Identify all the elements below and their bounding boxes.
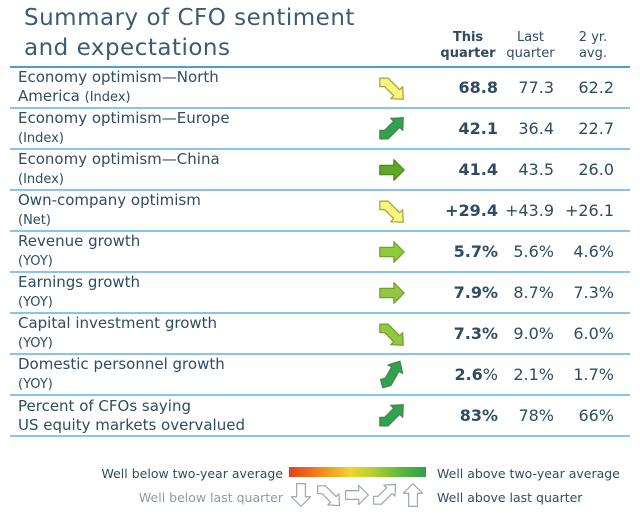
page-title: Summary of CFO sentiment and expectation… xyxy=(24,3,355,63)
row-label: Capital investment growth (YOY) xyxy=(18,314,218,351)
two-year-avg-value: 26.0 xyxy=(578,160,614,179)
arrow-up-right-icon xyxy=(364,401,420,431)
table-row: Domestic personnel growth (YOY) 2.6% 2.1% 1.… xyxy=(10,355,630,396)
last-quarter-value: 9.0% xyxy=(513,324,554,343)
table-row: Percent of CFOs saying US equity markets … xyxy=(10,396,630,437)
row-label: Percent of CFOs saying US equity markets … xyxy=(18,396,245,434)
last-quarter-value: 36.4 xyxy=(518,119,554,138)
table-row: Own-company optimism (Net) +29.4 +43.9 +26.1 xyxy=(10,191,630,232)
row-label: Economy optimism—Europe (Index) xyxy=(18,109,230,146)
arrow-down-right-icon xyxy=(364,319,420,349)
column-header-two-year-avg: 2 yr. avg. xyxy=(578,30,608,61)
legend-label-well-below-quarter: Well below last quarter xyxy=(138,490,283,505)
this-quarter-value: 7.3% xyxy=(453,324,498,343)
arrow-right-icon xyxy=(364,278,420,308)
two-year-avg-value: 4.6% xyxy=(573,242,614,261)
this-quarter-value: +29.4 xyxy=(445,201,498,220)
row-label: Revenue growth (YOY) xyxy=(18,232,141,269)
two-year-avg-value: 7.3% xyxy=(573,283,614,302)
gradient-scale-bar xyxy=(289,467,426,477)
two-year-avg-value: 22.7 xyxy=(578,119,614,138)
last-quarter-value: 78% xyxy=(518,406,554,425)
table-row: Economy optimism—Europe (Index) 42.1 36.4 22… xyxy=(10,109,630,150)
two-year-avg-value: 66% xyxy=(578,406,614,425)
two-year-avg-value: 1.7% xyxy=(573,365,614,384)
row-label: Economy optimism—North America (Index) xyxy=(18,68,219,105)
two-year-avg-value: +26.1 xyxy=(564,201,614,220)
arrow-right-icon xyxy=(364,155,420,185)
arrow-down-right-icon xyxy=(315,481,343,511)
arrow-right-icon xyxy=(364,237,420,267)
page-title-line1: Summary of CFO sentiment xyxy=(24,5,355,31)
row-label: Domestic personnel growth (YOY) xyxy=(18,355,225,392)
legend-label-well-above-avg: Well above two-year average xyxy=(437,466,620,481)
arrow-down-right-icon xyxy=(364,73,420,103)
last-quarter-value: 2.1% xyxy=(513,365,554,384)
row-label: Own-company optimism (Net) xyxy=(18,191,201,228)
last-quarter-value: +43.9 xyxy=(504,201,554,220)
last-quarter-value: 77.3 xyxy=(518,78,554,97)
column-header-last-quarter: Last quarter xyxy=(506,30,555,61)
this-quarter-value: 68.8 xyxy=(458,78,498,97)
row-label: Economy optimism—China (Index) xyxy=(18,150,220,187)
arrow-up-right-icon xyxy=(364,114,420,144)
this-quarter-value: 7.9% xyxy=(453,283,498,302)
this-quarter-value: 5.7% xyxy=(453,242,498,261)
arrow-down-icon xyxy=(287,481,315,511)
arrow-up-right-icon xyxy=(371,481,399,511)
this-quarter-value: 83% xyxy=(459,406,498,425)
this-quarter-value: 42.1 xyxy=(458,119,498,138)
table-row: Earnings growth (YOY) 7.9% 8.7% 7.3% xyxy=(10,273,630,314)
column-header-this-quarter: This quarter xyxy=(440,30,496,61)
last-quarter-value: 43.5 xyxy=(518,160,554,179)
arrow-right-icon xyxy=(343,481,371,511)
legend-arrow-scale xyxy=(287,481,429,511)
this-quarter-value: 41.4 xyxy=(458,160,498,179)
legend-label-well-below-avg: Well below two-year average xyxy=(101,466,283,481)
two-year-avg-value: 62.2 xyxy=(578,78,614,97)
two-year-avg-value: 6.0% xyxy=(573,324,614,343)
header-divider xyxy=(10,66,630,68)
table-row: Capital investment growth (YOY) 7.3% 9.0% 6.… xyxy=(10,314,630,355)
table-row: Economy optimism—North America (Index) 68.… xyxy=(10,68,630,109)
page-title-line2: and expectations xyxy=(24,35,231,61)
last-quarter-value: 5.6% xyxy=(513,242,554,261)
summary-table: Economy optimism—North America (Index) 68.… xyxy=(10,68,630,437)
arrow-down-right-icon xyxy=(364,196,420,226)
last-quarter-value: 8.7% xyxy=(513,283,554,302)
arrow-up-icon xyxy=(399,481,427,511)
row-label: Earnings growth (YOY) xyxy=(18,273,141,310)
table-row: Economy optimism—China (Index) 41.4 43.5 26.… xyxy=(10,150,630,191)
this-quarter-value: 2.6% xyxy=(454,365,498,384)
arrow-up-right-icon xyxy=(364,360,420,390)
table-row: Revenue growth (YOY) 5.7% 5.6% 4.6% xyxy=(10,232,630,273)
legend-label-well-above-quarter: Well above last quarter xyxy=(437,490,583,505)
